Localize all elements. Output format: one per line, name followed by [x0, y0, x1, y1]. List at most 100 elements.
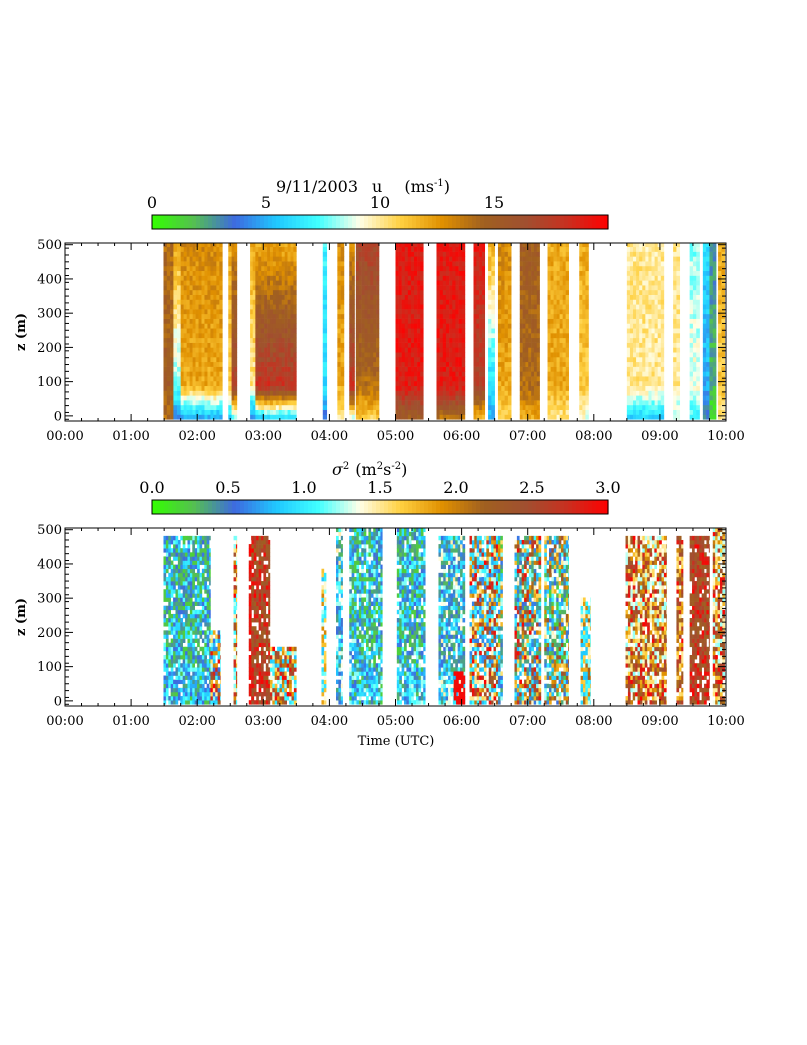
heatmap-cell: [376, 265, 380, 272]
heatmap-cell: [198, 342, 202, 348]
heatmap-cell: [255, 376, 259, 382]
heatmap-cell: [287, 275, 291, 281]
heatmap-cell: [501, 285, 505, 291]
heatmap-cell: [183, 289, 187, 295]
heatmap-cell: [170, 663, 174, 668]
heatmap-cell: [173, 323, 178, 329]
heatmap-cell: [633, 304, 637, 310]
heatmap-cell: [712, 376, 717, 382]
heatmap-cell: [364, 390, 368, 396]
colorbar-swatch: [232, 500, 237, 514]
heatmap-cell: [287, 304, 291, 310]
heatmap-cell: [461, 243, 466, 248]
heatmap-cell: [293, 280, 297, 286]
heatmap-cell: [585, 361, 589, 367]
heatmap-cell: [189, 371, 193, 377]
heatmap-cell: [522, 380, 526, 387]
heatmap-cell: [376, 395, 380, 401]
heatmap-cell: [173, 356, 178, 363]
heatmap-cell: [373, 265, 377, 272]
colorbar-swatch: [604, 500, 609, 514]
heatmap-cell: [351, 390, 355, 396]
heatmap-cell: [479, 333, 483, 339]
heatmap-cell: [556, 414, 560, 420]
heatmap-cell: [654, 395, 658, 401]
heatmap-cell: [231, 352, 235, 358]
heatmap-cell: [290, 380, 294, 387]
heatmap-cell: [180, 414, 184, 420]
heatmap-cell: [272, 294, 277, 300]
heatmap-cell: [258, 390, 262, 396]
heatmap-cell: [452, 285, 456, 291]
heatmap-cell: [252, 294, 256, 300]
heatmap-cell: [696, 309, 700, 315]
heatmap-cell: [364, 294, 368, 300]
heatmap-cell: [645, 337, 649, 343]
heatmap-cell: [219, 304, 223, 310]
heatmap-cell: [281, 261, 285, 267]
heatmap-cell: [562, 347, 566, 353]
heatmap-cell: [358, 261, 362, 267]
heatmap-cell: [651, 261, 655, 267]
colorbar-swatch: [444, 500, 449, 514]
heatmap-cell: [562, 299, 566, 305]
heatmap-cell: [278, 409, 283, 415]
heatmap-cell: [461, 323, 466, 329]
heatmap-cell: [452, 390, 456, 396]
heatmap-cell: [213, 390, 217, 396]
heatmap-cell: [210, 280, 214, 286]
heatmap-cell: [281, 371, 285, 377]
heatmap-cell: [449, 376, 453, 382]
heatmap-cell: [168, 609, 171, 615]
heatmap-cell: [216, 261, 220, 267]
heatmap-cell: [633, 376, 637, 382]
heatmap-cell: [228, 356, 232, 363]
heatmap-cell: [272, 333, 277, 339]
heatmap-cell: [177, 380, 181, 387]
heatmap-cell: [657, 309, 662, 315]
heatmap-cell: [173, 342, 178, 348]
heatmap-cell: [281, 294, 285, 300]
heatmap-cell: [562, 294, 566, 300]
heatmap-cell: [407, 243, 412, 248]
heatmap-cell: [261, 270, 265, 276]
heatmap-cell: [270, 289, 274, 295]
heatmap-cell: [565, 409, 569, 415]
heatmap-cell: [170, 618, 174, 623]
heatmap-cell: [689, 280, 694, 286]
heatmap-cell: [168, 663, 171, 668]
heatmap-cell: [660, 299, 665, 305]
heatmap-cell: [287, 409, 291, 415]
heatmap-cell: [255, 256, 259, 262]
heatmap-cell: [657, 385, 662, 391]
heatmap-cell: [458, 309, 463, 315]
heatmap-cell: [481, 400, 486, 406]
heatmap-cell: [547, 299, 551, 305]
heatmap-cell: [579, 265, 583, 272]
colorbar-swatch: [416, 215, 421, 229]
y-tick-label: 300: [37, 307, 62, 322]
heatmap-cell: [180, 256, 184, 262]
heatmap-cell: [657, 361, 662, 367]
heatmap-cell: [261, 385, 265, 391]
heatmap-cell: [163, 675, 167, 680]
heatmap-cell: [550, 409, 554, 415]
heatmap-cell: [642, 304, 646, 310]
heatmap-cell: [270, 356, 274, 363]
heatmap-cell: [410, 323, 415, 329]
heatmap-cell: [255, 404, 259, 411]
heatmap-cell: [645, 414, 649, 420]
heatmap-cell: [287, 243, 291, 248]
heatmap-cell: [712, 294, 717, 300]
heatmap-cell: [351, 285, 355, 291]
heatmap-cell: [660, 352, 665, 358]
heatmap-cell: [361, 366, 365, 372]
heatmap-cell: [706, 251, 710, 257]
heatmap-cell: [340, 395, 345, 401]
heatmap-cell: [531, 376, 535, 382]
heatmap-cell: [278, 309, 283, 315]
heatmap-cell: [272, 328, 277, 334]
heatmap-cell: [195, 256, 199, 262]
heatmap-cell: [696, 366, 700, 372]
heatmap-cell: [361, 356, 365, 363]
